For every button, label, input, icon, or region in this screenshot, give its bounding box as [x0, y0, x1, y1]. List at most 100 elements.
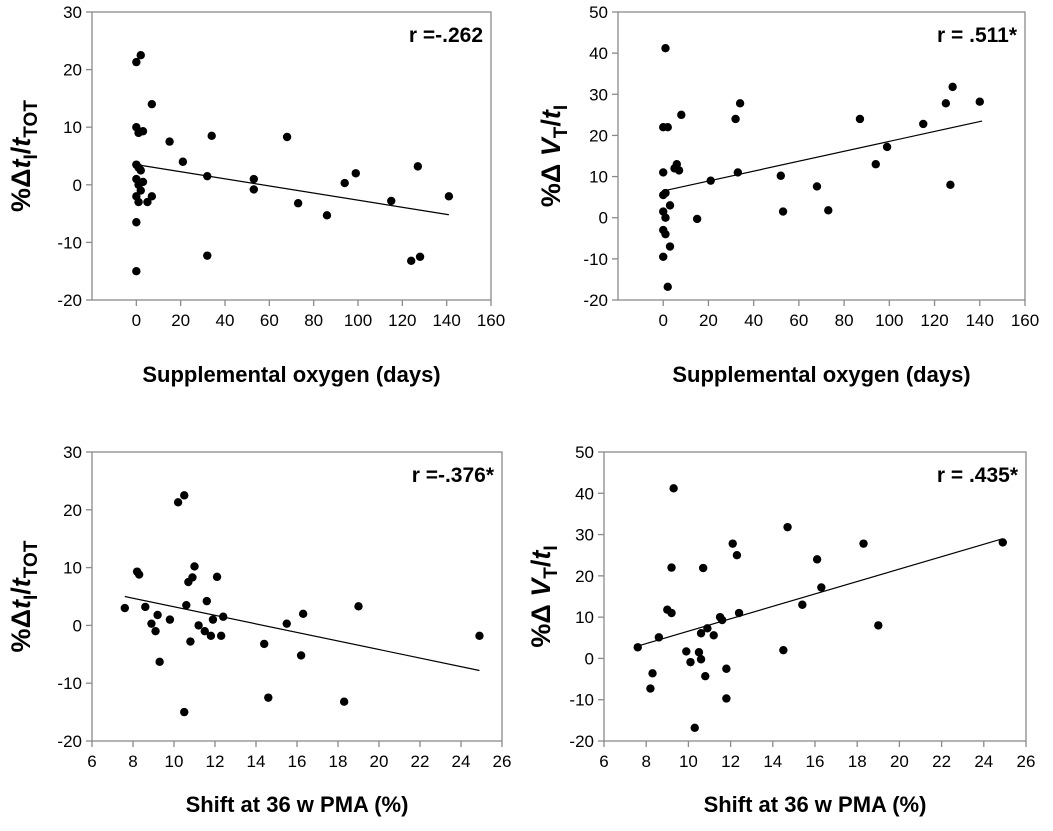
data-point	[136, 186, 145, 195]
data-point	[264, 693, 273, 702]
y-tick-label: 0	[73, 616, 82, 635]
data-point	[298, 609, 308, 619]
data-point	[817, 583, 826, 592]
regression-line	[124, 595, 480, 672]
y-axis-title: %Δ VT/tI	[536, 105, 572, 207]
x-tick-label: 8	[641, 752, 650, 771]
y-axis-title-part: V	[536, 136, 566, 156]
data-point	[882, 142, 892, 152]
data-point	[728, 539, 737, 548]
x-tick-label: 140	[966, 311, 994, 330]
data-point	[812, 182, 822, 191]
data-point	[855, 114, 865, 124]
data-point	[249, 174, 259, 184]
data-point	[415, 252, 425, 261]
x-axis-title: Shift at 36 w PMA (%)	[186, 792, 409, 817]
y-tick-label: 20	[63, 501, 82, 520]
data-point	[153, 610, 162, 620]
data-point	[661, 213, 670, 222]
x-tick-label: 26	[1017, 752, 1036, 771]
y-axis-title-part: /	[526, 559, 556, 567]
data-point	[138, 127, 148, 136]
y-tick-label: 10	[63, 559, 82, 578]
data-point	[132, 57, 141, 67]
data-point	[322, 211, 332, 220]
y-tick-label: -10	[583, 250, 608, 269]
y-tick-label: 0	[585, 649, 594, 668]
x-tick-label: 14	[763, 752, 782, 771]
x-tick-label: 26	[493, 752, 512, 771]
y-tick-label: 30	[63, 443, 82, 462]
x-tick-label: 120	[920, 311, 948, 330]
plot-area	[603, 451, 1027, 742]
data-point	[203, 171, 212, 181]
data-point	[178, 157, 188, 166]
y-axis-title-part: %Δ	[6, 169, 36, 212]
data-point	[948, 82, 957, 92]
data-point	[151, 626, 160, 636]
data-point	[975, 97, 984, 106]
data-point	[387, 196, 396, 206]
data-point	[339, 697, 349, 706]
x-tick-label: 16	[806, 752, 825, 771]
x-tick-label: 10	[165, 752, 184, 771]
y-tick-label: 30	[575, 526, 594, 545]
x-tick-label: 20	[890, 752, 909, 771]
y-tick-label: 10	[63, 118, 82, 137]
data-point	[180, 707, 189, 717]
y-tick-label: 50	[589, 3, 608, 22]
regression-line	[136, 164, 449, 216]
data-point	[734, 608, 744, 618]
data-point	[812, 555, 822, 564]
data-point	[696, 629, 706, 638]
data-point	[677, 110, 686, 120]
data-point	[919, 119, 928, 129]
y-axis-title-part: I	[21, 595, 42, 600]
data-point	[871, 160, 880, 169]
data-point	[134, 197, 143, 207]
y-tick-label: 20	[589, 126, 608, 145]
data-point	[190, 562, 199, 571]
data-point	[698, 563, 708, 573]
y-axis-title-part: T	[551, 126, 572, 138]
data-point	[206, 631, 216, 641]
plot-area	[91, 11, 492, 301]
data-point	[717, 615, 727, 625]
data-point	[208, 615, 218, 624]
data-point	[659, 190, 668, 200]
y-axis-title-part: %Δ	[526, 597, 556, 648]
x-tick-label: 80	[835, 311, 854, 330]
y-axis-title-part: T	[541, 567, 562, 579]
data-point	[731, 114, 740, 124]
x-axis-title: Supplemental oxygen (days)	[142, 362, 440, 387]
data-point	[293, 199, 303, 208]
data-point	[646, 684, 655, 693]
data-point	[134, 570, 144, 579]
data-point	[733, 168, 743, 177]
data-point	[778, 207, 788, 216]
x-tick-label: 22	[411, 752, 430, 771]
data-point	[165, 137, 174, 146]
data-point	[155, 657, 164, 667]
data-point	[260, 639, 269, 649]
y-axis-title-part: t	[6, 599, 36, 609]
x-tick-label: 160	[477, 311, 505, 330]
x-axis-title: Shift at 36 w PMA (%)	[704, 792, 927, 817]
correlation-label: r =-.376*	[412, 464, 495, 487]
data-point	[674, 166, 684, 175]
y-tick-label: -20	[569, 732, 594, 751]
x-tick-label: 20	[370, 752, 389, 771]
x-tick-label: 24	[452, 752, 471, 771]
data-point	[136, 51, 145, 60]
data-point	[661, 44, 670, 53]
data-point	[207, 131, 216, 141]
data-point	[147, 619, 156, 628]
y-tick-label: -10	[57, 674, 82, 693]
data-point	[654, 633, 664, 642]
data-point	[340, 178, 349, 188]
data-point	[667, 608, 676, 618]
y-tick-label: -10	[569, 691, 594, 710]
data-point	[824, 206, 833, 215]
y-axis-title-part: I	[551, 105, 572, 110]
